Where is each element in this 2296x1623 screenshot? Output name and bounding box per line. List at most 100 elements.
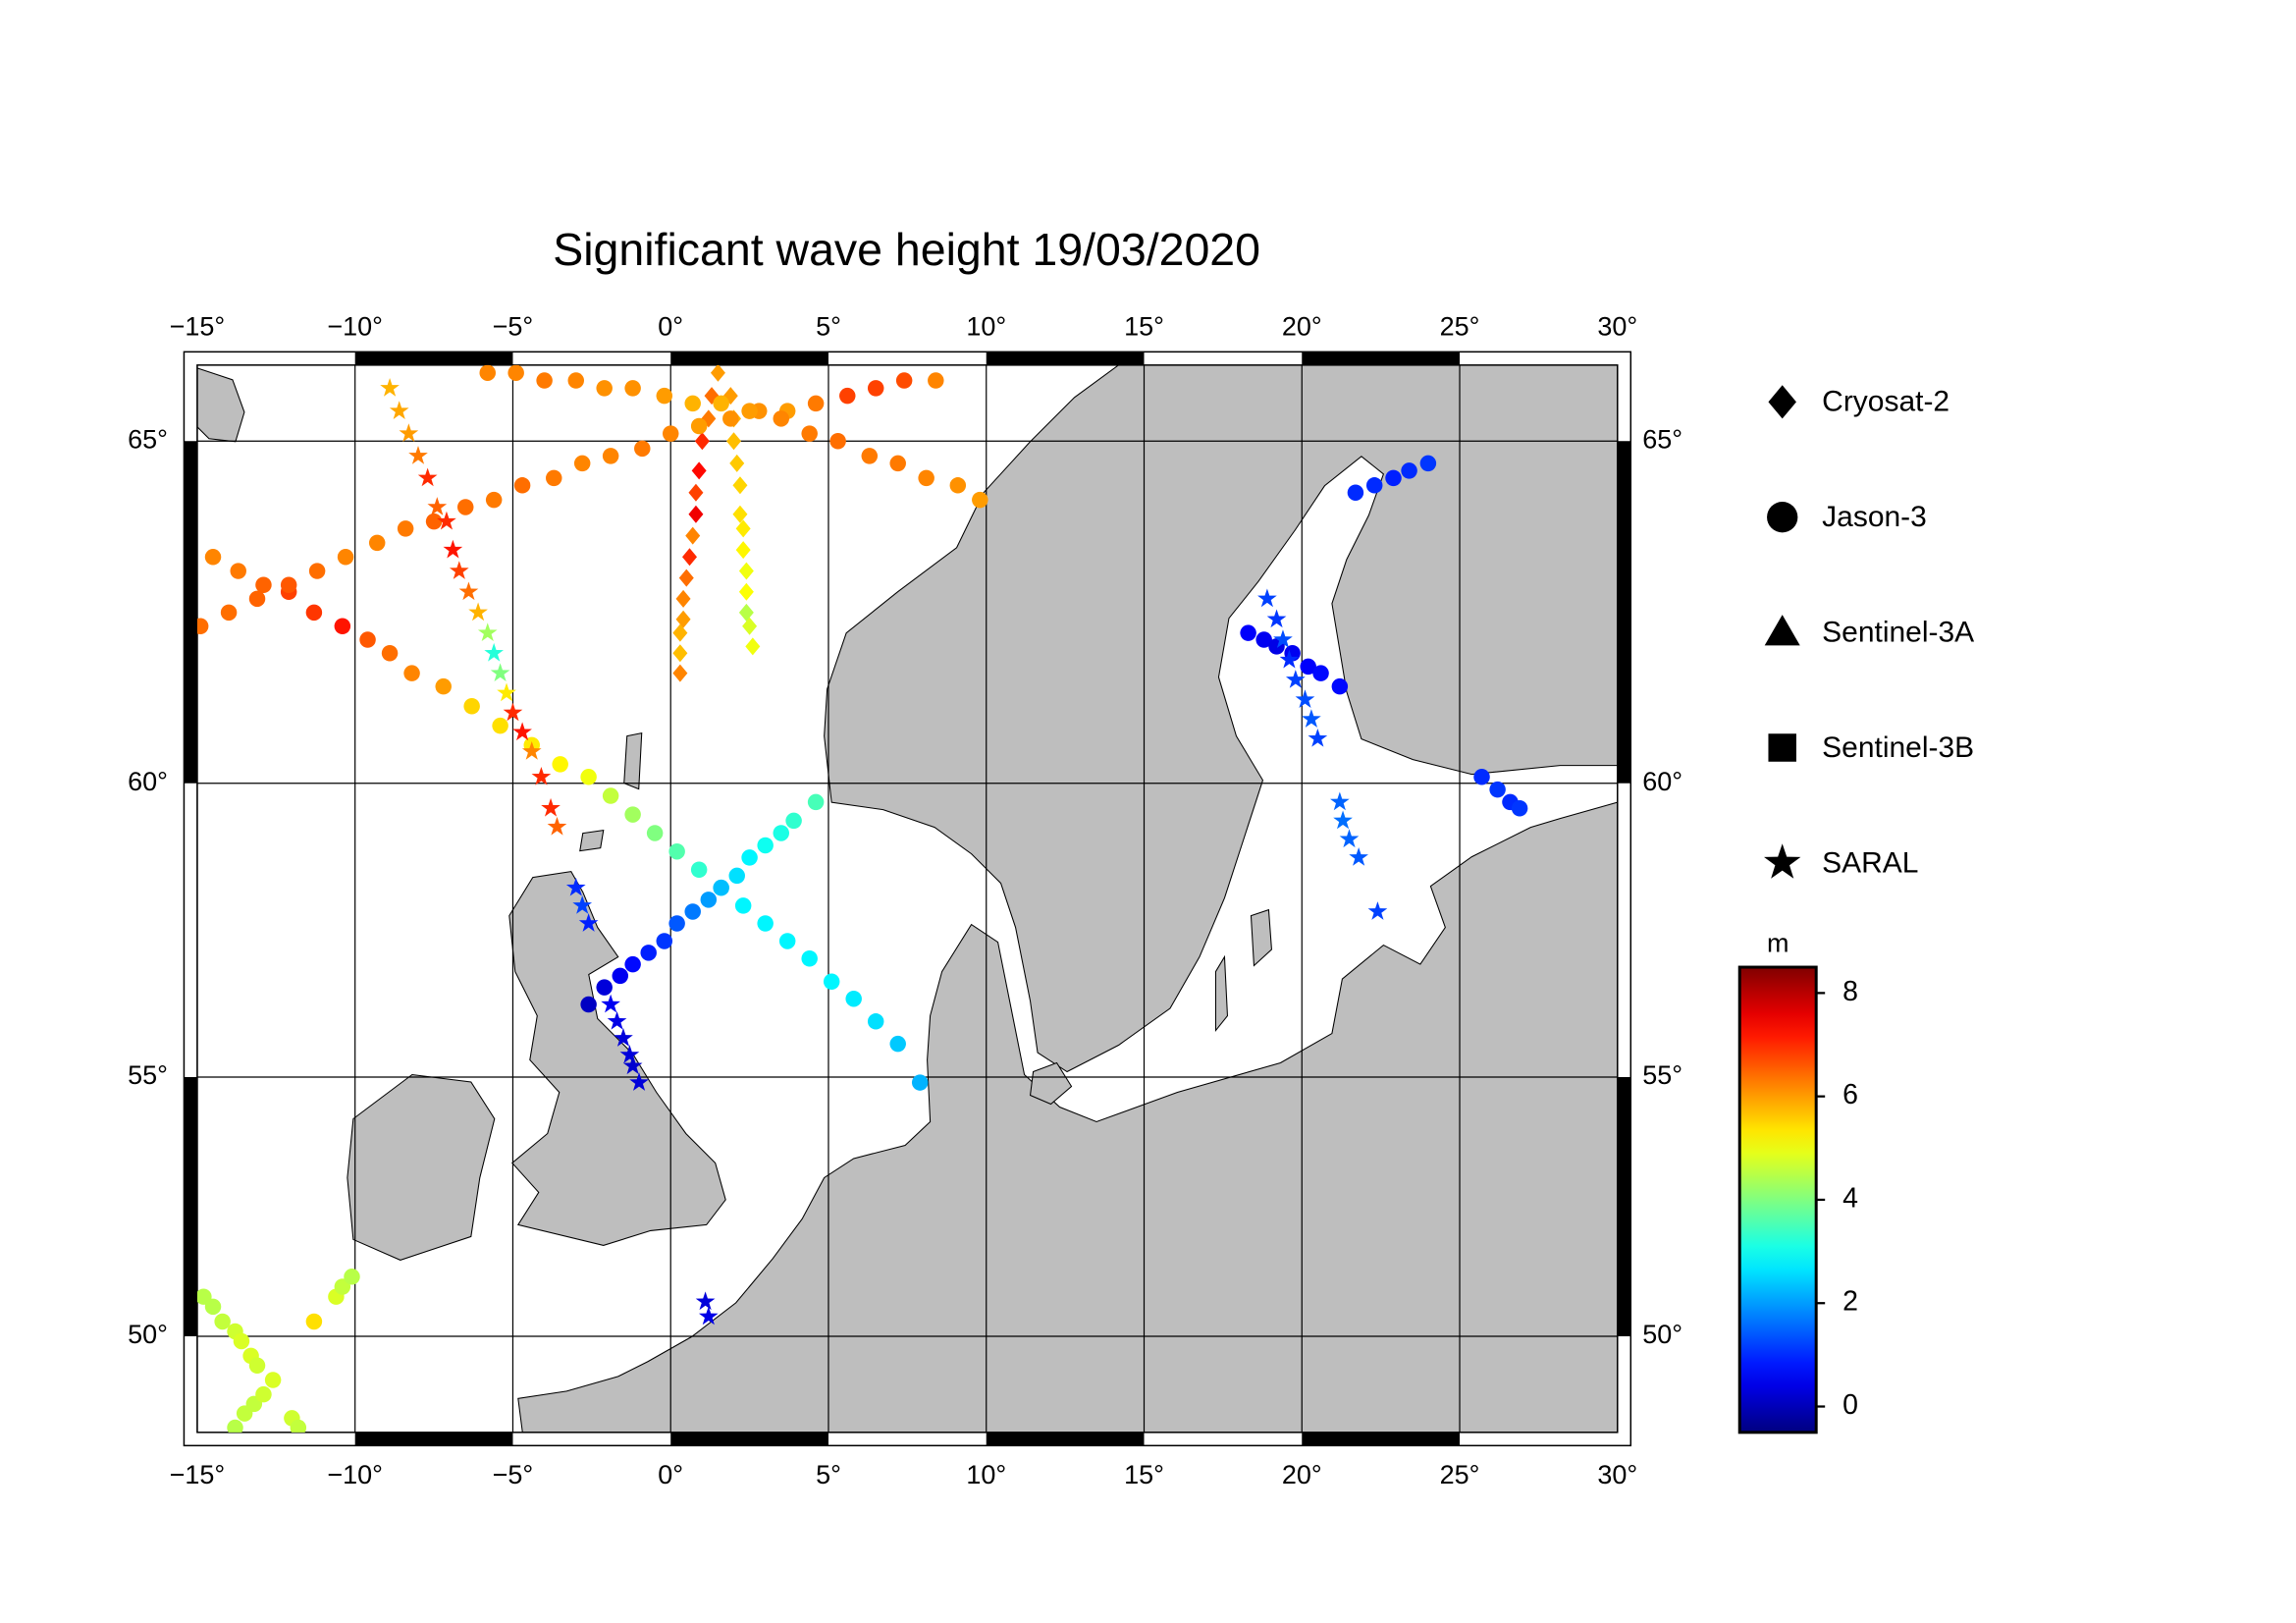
frame-bar [1302,352,1461,365]
data-point [1257,588,1277,608]
data-point [573,455,591,472]
land-layer [196,364,1618,1433]
data-point [807,395,825,412]
data-point [757,837,774,854]
data-point [662,425,679,442]
data-point [490,663,510,682]
data-point [1473,769,1490,785]
data-point [801,950,818,967]
data-point [745,637,761,656]
y-tick-label: 50° [1642,1320,1682,1349]
data-point [1273,629,1293,648]
chart-title: Significant wave height 19/03/2020 [553,224,1260,275]
data-point [688,483,704,502]
data-point [646,825,664,841]
data-point [889,455,906,472]
data-point [485,491,503,509]
data-point [512,722,532,741]
frame-bar [986,352,1145,365]
data-point [634,440,651,458]
data-point [552,756,568,773]
data-point [1330,791,1350,811]
data-point [738,603,754,622]
data-point [695,1291,716,1311]
x-tick-label: −10° [327,1460,383,1489]
data-point [196,618,209,634]
data-point [227,1419,243,1433]
data-point [255,1385,272,1403]
data-point [1240,624,1256,641]
data-point [1347,484,1364,501]
data-point [456,499,474,515]
data-point [264,1372,282,1388]
data-point [1511,800,1528,817]
data-point [463,698,480,715]
y-tick-label: 65° [1642,424,1682,454]
x-tick-label: 0° [658,1460,683,1489]
land [347,1073,496,1261]
x-tick-label: 20° [1282,1460,1322,1489]
x-tick-label: −15° [170,1460,226,1489]
data-point [344,1269,360,1285]
data-point [734,897,752,914]
legend-label: Jason-3 [1822,501,1927,533]
data-point [248,1357,266,1374]
data-point [547,816,567,836]
data-point [602,787,619,804]
data-point [700,892,718,908]
x-tick-label: −15° [170,311,226,341]
data-point [484,642,505,662]
frame-bar [1617,1076,1631,1336]
y-tick-label: 50° [128,1320,168,1349]
frame-bar [1617,441,1631,784]
data-point [531,766,552,785]
frame-bar [184,441,197,784]
frame-bar [986,1432,1145,1446]
data-point [359,631,376,648]
data-point [565,877,586,896]
legend-label: SARAL [1822,846,1918,879]
frame-bar [354,352,513,365]
data-point [280,576,297,593]
data-point [741,403,758,419]
data-point [596,380,613,397]
colorbar [1737,965,1818,1434]
data-point [690,861,708,879]
data-point [479,364,496,381]
data-point [399,423,419,443]
data-point [403,665,420,681]
data-point [443,539,463,559]
legend-label: Sentinel-3B [1822,731,1974,764]
data-point [437,511,456,530]
map-frame [183,351,1632,1447]
data-point [829,432,846,450]
y-tick-label: 55° [128,1060,168,1090]
data-point [612,967,629,985]
frame-bar [1302,1432,1461,1446]
data-point [691,461,707,480]
x-tick-label: −5° [493,1460,534,1489]
data-point [408,446,428,464]
data-point [546,469,562,487]
data-point [713,879,729,896]
data-point [427,497,448,515]
data-point [381,645,399,662]
data-point [741,849,758,866]
data-point [497,682,516,702]
data-point [435,677,452,695]
data-point [503,702,523,722]
data-point [1255,631,1272,648]
y-tick-label: 60° [1642,767,1682,796]
data-point [492,717,508,734]
x-tick-label: 5° [816,311,841,341]
data-point [690,417,708,435]
x-tick-label: −10° [327,311,383,341]
data-point [684,903,701,920]
data-point [1333,810,1353,830]
data-point [710,364,725,382]
data-point [757,915,774,932]
data-point [656,933,673,949]
data-point [1266,609,1287,628]
